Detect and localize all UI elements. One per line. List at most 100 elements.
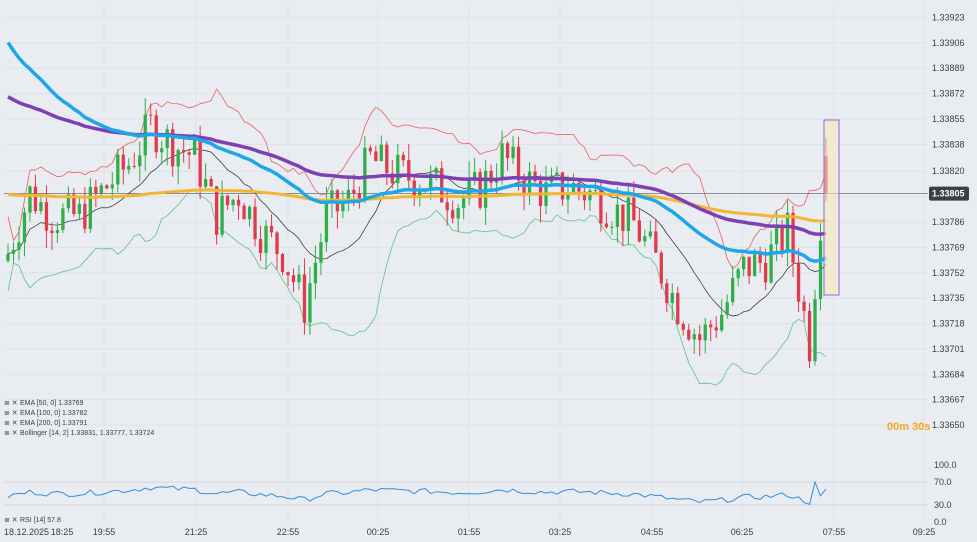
candle-body bbox=[302, 274, 307, 323]
candle-body bbox=[747, 256, 751, 277]
candle-body bbox=[385, 144, 389, 174]
rsi-tick-label: 0.0 bbox=[934, 517, 947, 527]
candle-body bbox=[813, 299, 817, 362]
candle-body bbox=[714, 327, 718, 331]
candle-body bbox=[418, 191, 422, 198]
candle-body bbox=[516, 146, 521, 181]
candle-body bbox=[467, 177, 471, 199]
candle-body bbox=[66, 194, 71, 209]
candle-body bbox=[731, 278, 735, 303]
price-tick-label: 1.33769 bbox=[932, 242, 965, 252]
candle-body bbox=[752, 254, 757, 277]
candle-body bbox=[626, 197, 631, 231]
indicator-settings-icon: ≣ ✕ bbox=[4, 428, 18, 437]
candle-body bbox=[588, 190, 592, 201]
candle-body bbox=[88, 186, 92, 229]
time-tick-label: 01:55 bbox=[458, 527, 481, 537]
candle-body bbox=[198, 138, 202, 187]
candle-timer: 00m 30s bbox=[887, 421, 930, 433]
time-tick-label: 19:55 bbox=[93, 527, 116, 537]
candle-body bbox=[374, 151, 378, 162]
candle-body bbox=[116, 154, 120, 185]
candle-body bbox=[127, 165, 131, 170]
candle-body bbox=[72, 194, 76, 214]
price-tick-label: 1.33906 bbox=[932, 38, 965, 48]
candle-body bbox=[121, 154, 125, 170]
indicator-legend: ≣ ✕ EMA [50, 0] 1.33769≣ ✕ EMA [100, 0] 1.… bbox=[4, 398, 154, 437]
candle-body bbox=[352, 189, 356, 194]
candle-body bbox=[791, 212, 795, 263]
candle-body bbox=[55, 229, 60, 234]
candle-body bbox=[665, 283, 669, 304]
candle-body bbox=[505, 143, 510, 159]
grid bbox=[4, 4, 928, 522]
candle-body bbox=[280, 254, 285, 273]
candle-body bbox=[94, 186, 98, 194]
candle-body bbox=[698, 334, 702, 341]
candle-body bbox=[44, 202, 49, 231]
candle-body bbox=[522, 180, 526, 196]
candle-body bbox=[6, 253, 10, 261]
candle-body bbox=[654, 231, 658, 253]
candle-body bbox=[275, 232, 279, 255]
time-tick-label: 21:25 bbox=[185, 527, 208, 537]
candle-body bbox=[83, 203, 87, 229]
bollinger-lower-line bbox=[7, 190, 827, 386]
price-tick-label: 1.33752 bbox=[932, 268, 965, 278]
price-tick-label: 1.33889 bbox=[932, 63, 965, 73]
rsi-line bbox=[7, 480, 827, 506]
candle-body bbox=[231, 199, 235, 206]
price-tick-label: 1.33838 bbox=[932, 139, 965, 149]
candle-body bbox=[429, 173, 433, 191]
rsi-tick-label: 30.0 bbox=[934, 500, 952, 510]
candle-body bbox=[50, 230, 54, 234]
candle-body bbox=[39, 202, 43, 212]
candle-body bbox=[390, 173, 394, 184]
candle-body bbox=[703, 324, 707, 341]
candle-body bbox=[758, 254, 762, 263]
price-tick-label: 1.33650 bbox=[932, 420, 965, 430]
candle-body bbox=[742, 256, 746, 270]
candle-body bbox=[247, 206, 252, 220]
candle-body bbox=[676, 292, 680, 325]
candle-body bbox=[494, 179, 499, 183]
candle-body bbox=[445, 202, 449, 211]
candle-body bbox=[160, 148, 164, 153]
candle-body bbox=[77, 203, 82, 214]
last-candle-highlight bbox=[823, 119, 840, 296]
candle-body bbox=[264, 225, 268, 253]
candle-body bbox=[451, 210, 455, 219]
price-axis: 1.33923 1.33906 1.33889 1.33872 1.33855 1.338… bbox=[929, 12, 969, 430]
candle-body bbox=[269, 225, 274, 233]
candle-body bbox=[555, 172, 559, 176]
candle-body bbox=[566, 193, 570, 200]
indicator-settings-icon: ≣ ✕ bbox=[4, 418, 18, 427]
candle-body bbox=[105, 185, 109, 189]
candle-body bbox=[149, 114, 153, 116]
candle-body bbox=[236, 199, 241, 206]
candle-body bbox=[330, 190, 334, 204]
candle-body bbox=[401, 154, 405, 161]
rsi-panel: 100.0 70.0 30.0 0.0 RSI [14] 57.8≣ ✕ bbox=[4, 460, 957, 527]
candle-body bbox=[187, 152, 191, 155]
bollinger-middle-line bbox=[7, 148, 827, 317]
candle-body bbox=[632, 197, 636, 221]
candle-body bbox=[720, 314, 724, 331]
candle-body bbox=[324, 203, 329, 243]
time-tick-label: 07:55 bbox=[823, 527, 846, 537]
candle-body bbox=[33, 186, 38, 212]
candle-body bbox=[171, 129, 175, 167]
candle-body bbox=[407, 160, 411, 181]
candle-body bbox=[692, 334, 696, 340]
candle-body bbox=[571, 182, 576, 194]
price-tick-label: 1.33684 bbox=[932, 369, 965, 379]
time-tick-label: 00:25 bbox=[367, 527, 390, 537]
candle-body bbox=[780, 225, 784, 251]
indicator-legend-label: Bollinger [14, 2] 1.33831, 1.33777, 1.33… bbox=[20, 430, 154, 437]
time-tick-label: 09:25 bbox=[913, 527, 936, 537]
time-tick-label: 18.12.2025 bbox=[4, 527, 49, 537]
ema-50-line bbox=[6, 41, 827, 263]
indicator-settings-icon: ≣ ✕ bbox=[4, 398, 18, 407]
last-price-badge bbox=[929, 186, 969, 201]
